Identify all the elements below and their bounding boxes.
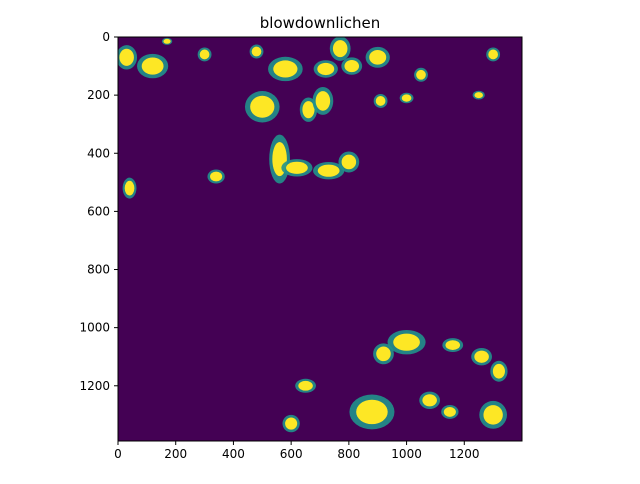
cluster-6 <box>268 56 303 82</box>
cluster-17 <box>486 47 501 62</box>
cluster-33 <box>479 400 507 429</box>
cluster-0 <box>118 45 138 70</box>
cluster-core-15 <box>401 94 412 102</box>
cluster-core-26 <box>445 340 461 350</box>
cluster-core-30 <box>356 399 388 425</box>
cluster-3 <box>197 47 212 62</box>
cluster-core-16 <box>474 92 483 99</box>
cluster-15 <box>399 92 414 104</box>
cluster-27 <box>471 347 492 366</box>
cluster-8 <box>312 86 334 115</box>
cluster-1 <box>137 53 169 79</box>
plot-frame <box>117 36 523 442</box>
y-tick-label-3: 600 <box>87 204 110 218</box>
cluster-core-5 <box>250 95 275 118</box>
cluster-core-0 <box>119 48 134 66</box>
cluster-core-9 <box>317 62 335 76</box>
cluster-31 <box>419 391 441 410</box>
cluster-26 <box>442 338 464 353</box>
cluster-core-21 <box>341 154 357 170</box>
cluster-core-32 <box>443 407 456 417</box>
cluster-core-25 <box>376 346 391 362</box>
x-tick-label-4: 800 <box>337 447 360 461</box>
cluster-30 <box>349 394 395 430</box>
y-tick-label-5: 1000 <box>79 321 110 335</box>
cluster-core-33 <box>483 405 503 425</box>
cluster-20 <box>313 161 345 180</box>
cluster-2 <box>161 37 173 45</box>
cluster-12 <box>365 46 390 68</box>
x-tick-label-3: 600 <box>280 447 303 461</box>
cluster-core-20 <box>317 164 340 177</box>
x-tick-label-2: 400 <box>222 447 245 461</box>
cluster-core-13 <box>375 96 386 106</box>
cluster-core-1 <box>141 57 164 75</box>
cluster-29 <box>295 378 316 393</box>
cluster-9 <box>313 60 338 78</box>
x-tick-label-6: 1200 <box>449 447 480 461</box>
plot-area <box>118 37 522 441</box>
y-tick-label-0: 0 <box>102 30 110 44</box>
cluster-23 <box>122 177 137 199</box>
cluster-core-31 <box>422 394 437 407</box>
cluster-core-8 <box>315 91 331 111</box>
cluster-14 <box>414 67 428 82</box>
cluster-16 <box>472 90 485 100</box>
cluster-core-3 <box>199 49 210 60</box>
x-tick-label-1: 200 <box>164 447 187 461</box>
cluster-core-2 <box>163 38 171 44</box>
cluster-core-7 <box>302 101 315 119</box>
cluster-core-10 <box>332 40 348 58</box>
cluster-21 <box>338 151 360 173</box>
cluster-core-23 <box>124 180 135 196</box>
x-axis: 0 200 400 600 800 1000 1200 <box>114 441 480 461</box>
x-tick-label-5: 1000 <box>391 447 422 461</box>
cluster-18 <box>269 134 290 184</box>
cluster-core-22 <box>210 171 223 182</box>
cluster-32 <box>441 404 459 419</box>
cluster-core-12 <box>369 50 387 65</box>
cluster-core-19 <box>286 161 308 174</box>
cluster-core-34 <box>285 417 298 430</box>
cluster-19 <box>281 159 313 177</box>
cluster-10 <box>329 37 351 61</box>
y-tick-label-6: 1200 <box>79 379 110 393</box>
chart-title: blowdownlichen <box>260 14 380 32</box>
cluster-core-11 <box>344 59 360 73</box>
cluster-layer <box>118 37 508 433</box>
cluster-core-14 <box>416 69 426 80</box>
cluster-core-24 <box>393 333 420 351</box>
cluster-34 <box>282 414 300 433</box>
cluster-22 <box>207 169 225 184</box>
cluster-core-29 <box>298 380 313 391</box>
cluster-25 <box>373 343 394 365</box>
cluster-core-28 <box>492 363 505 379</box>
y-tick-label-1: 200 <box>87 88 110 102</box>
cluster-core-17 <box>488 49 498 60</box>
cluster-24 <box>387 329 426 355</box>
cluster-5 <box>244 91 280 123</box>
cluster-4 <box>249 44 264 59</box>
x-tick-label-0: 0 <box>114 447 122 461</box>
cluster-11 <box>341 57 363 75</box>
y-tick-label-4: 800 <box>87 263 110 277</box>
y-axis: 0 200 400 600 800 1000 1200 <box>79 30 118 393</box>
cluster-13 <box>373 93 388 108</box>
cluster-28 <box>490 360 508 382</box>
cluster-core-4 <box>251 46 262 57</box>
cluster-core-27 <box>474 350 489 363</box>
y-tick-label-2: 400 <box>87 146 110 160</box>
cluster-core-6 <box>273 60 298 78</box>
